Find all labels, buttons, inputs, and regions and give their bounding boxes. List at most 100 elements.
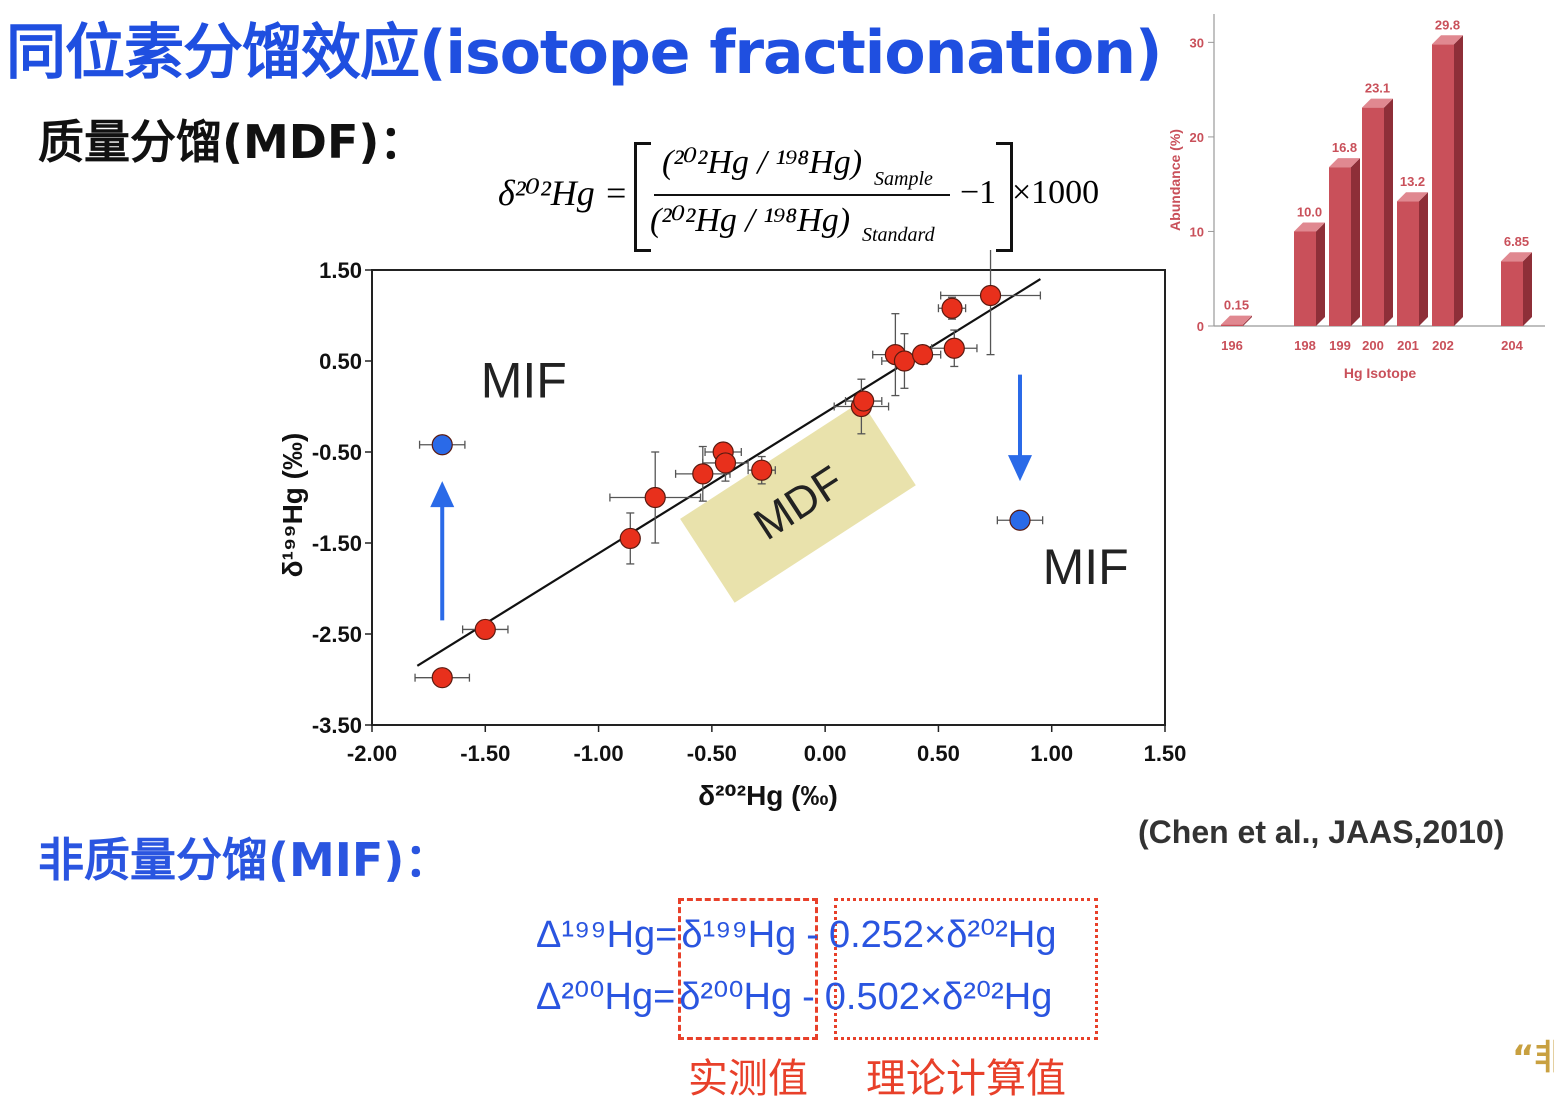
bar-axis-ticks: 0 10 20 30: [1190, 35, 1214, 334]
bar-category-label: 202: [1432, 338, 1454, 353]
tick-marks: [365, 269, 1166, 732]
eq1-measured: δ¹⁹⁹Hg: [681, 914, 797, 956]
abundance-bar: [1294, 231, 1316, 326]
mdf-data-point: [751, 459, 773, 481]
abundance-bar-side: [1243, 315, 1252, 326]
abundance-bar-side: [1454, 35, 1463, 326]
mif-equations: Δ¹⁹⁹Hg= δ¹⁹⁹Hg -0.252×δ²⁰²Hg Δ²⁰⁰Hg= δ²⁰⁰Hg…: [536, 898, 1116, 1098]
measured-box: [678, 898, 818, 1040]
bar-value-label: 10.0: [1297, 204, 1322, 219]
mif-annotation: MIF: [481, 352, 567, 408]
mif-arrows: [430, 374, 1032, 621]
abundance-bar-side: [1384, 98, 1393, 326]
abundance-bar: [1362, 107, 1384, 326]
formula-numerator: (²⁰²Hg / ¹⁹⁸Hg): [662, 144, 863, 181]
y-tick-label: 1.50: [319, 258, 362, 283]
mdf-data-point: [943, 337, 965, 359]
abundance-bar-top: [1362, 98, 1393, 108]
mdf-data-point: [474, 618, 496, 641]
bar-value-labels: 0.15 10.0 16.8 23.1 13.2 29.8 6.85: [1224, 17, 1529, 312]
bar-category-label: 198: [1294, 338, 1316, 353]
label-theoretical-value: 理论计算值: [866, 1056, 1066, 1102]
bar-value-label: 13.2: [1400, 174, 1425, 189]
mdf-formula: δ²⁰²Hg = (²⁰²Hg / ¹⁹⁸Hg) Sample (²⁰²Hg /…: [490, 136, 1130, 256]
mdf-data-point: [911, 344, 934, 366]
abundance-bar: [1397, 201, 1419, 326]
bar-category-label: 201: [1397, 338, 1419, 353]
bar-category-label: 200: [1362, 338, 1384, 353]
bar-y-tick-label: 20: [1190, 130, 1204, 145]
mdf-data-point: [431, 667, 453, 689]
bar-y-tick-label: 30: [1190, 35, 1204, 50]
mif-heading: 非质量分馏(MIF)：: [38, 833, 451, 887]
mdf-heading: 质量分馏(MDF)：: [38, 115, 426, 169]
x-tick-label: -1.00: [573, 741, 623, 766]
hg-abundance-bar-chart: 0 10 20 30 0.15 10.0 16.8 23.1 13.2 29.8 6.85 196…: [1167, 14, 1545, 381]
right-bracket: [996, 142, 1013, 252]
y-tick-label: -2.50: [312, 622, 362, 647]
abundance-bar-side: [1419, 192, 1428, 326]
mdf-data-point: [853, 390, 875, 412]
left-bracket: [634, 142, 651, 252]
bar-category-label: 199: [1329, 338, 1351, 353]
abundance-bar-top: [1294, 222, 1325, 232]
mif-data-point: [431, 434, 453, 456]
fraction-bar: [654, 194, 950, 196]
bar-y-tick-label: 0: [1197, 319, 1204, 334]
mif-data-point: [1009, 509, 1031, 531]
y-tick-labels: 1.50 0.50 -0.50 -1.50 -2.50 -3.50: [312, 258, 362, 738]
abundance-bar-top: [1329, 158, 1360, 168]
eq2-measured: δ²⁰⁰Hg: [679, 976, 793, 1018]
plot-frame: [371, 269, 1166, 726]
bar-x-label: Hg Isotope: [1344, 365, 1417, 381]
x-tick-label: 1.00: [1030, 741, 1073, 766]
abundance-bar: [1501, 261, 1523, 326]
abundance-bar-side: [1316, 222, 1325, 326]
y-tick-label: -3.50: [312, 713, 362, 738]
x-axis-label: δ²⁰²Hg (‰): [698, 780, 838, 811]
mif-arrow-head: [1007, 455, 1032, 482]
page-title: 同位素分馏效应(isotope fractionation): [6, 18, 1162, 88]
bar-value-label: 0.15: [1224, 298, 1249, 313]
mdf-data-point: [893, 350, 916, 372]
abundance-bar-top: [1397, 192, 1428, 202]
bar-marks: [1221, 35, 1532, 326]
bar-y-label: Abundance (%): [1167, 129, 1183, 231]
abundance-bar-side: [1523, 252, 1532, 326]
mdf-data-point: [979, 284, 1002, 307]
eq2-lhs: Δ²⁰⁰Hg=: [536, 976, 676, 1018]
abundance-bar: [1221, 324, 1243, 326]
mif-arrow-head: [430, 481, 455, 508]
bar-value-label: 23.1: [1365, 81, 1390, 96]
mif-equation-200: Δ²⁰⁰Hg= δ²⁰⁰Hg -0.502×δ²⁰²Hg: [536, 974, 1052, 1019]
y-tick-label: -1.50: [312, 531, 362, 556]
abundance-bar: [1432, 44, 1454, 326]
x-tick-label: 0.50: [917, 741, 960, 766]
eq1-theory: 0.252×δ²⁰²Hg: [828, 914, 1057, 956]
corner-fragment: “非: [1512, 1038, 1554, 1078]
bar-value-label: 29.8: [1435, 17, 1460, 32]
formula-denominator-sub: Standard: [862, 224, 935, 246]
mdf-data-point: [619, 527, 641, 550]
citation: (Chen et al., JAAS,2010): [1138, 814, 1505, 850]
formula-denominator: (²⁰²Hg / ¹⁹⁸Hg): [650, 202, 851, 239]
abundance-bar: [1329, 167, 1351, 326]
formula-lhs: δ²⁰²Hg =: [498, 173, 629, 213]
x-tick-labels: -2.00 -1.50 -1.00 -0.50 0.00 0.50 1.00 1.50: [347, 741, 1186, 766]
x-tick-label: 0.00: [804, 741, 847, 766]
x-tick-label: -0.50: [687, 741, 737, 766]
x-tick-label: -2.00: [347, 741, 397, 766]
bar-category-labels: 196 198 199 200 201 202 204: [1221, 338, 1523, 353]
mdf-band: [680, 401, 916, 603]
formula-numerator-sub: Sample: [874, 168, 933, 190]
abundance-bar-top: [1501, 252, 1532, 262]
x-tick-label: 1.50: [1144, 741, 1187, 766]
theory-box: [834, 898, 1098, 1040]
y-axis-label: δ¹⁹⁹Hg (‰): [277, 433, 308, 578]
bar-value-label: 16.8: [1332, 140, 1357, 155]
formula-times-1000: ×1000: [1012, 174, 1100, 211]
mdf-scatter-chart: -2.00 -1.50 -1.00 -0.50 0.00 0.50 1.00 1.50 1.5…: [277, 250, 1186, 811]
mdf-data-point: [941, 297, 963, 319]
mdf-data-point: [692, 463, 714, 485]
